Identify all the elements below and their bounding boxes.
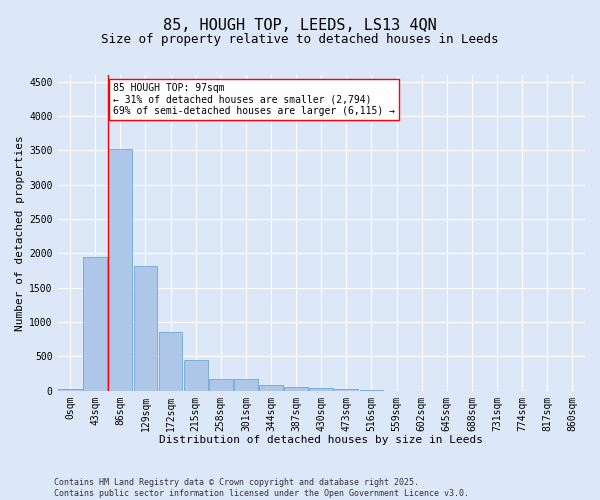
Bar: [209, 378, 233, 390]
X-axis label: Distribution of detached houses by size in Leeds: Distribution of detached houses by size …: [159, 435, 483, 445]
Bar: [134, 266, 157, 390]
Bar: [109, 149, 132, 390]
Text: Contains HM Land Registry data © Crown copyright and database right 2025.
Contai: Contains HM Land Registry data © Crown c…: [54, 478, 469, 498]
Bar: [334, 389, 358, 390]
Text: 85, HOUGH TOP, LEEDS, LS13 4QN: 85, HOUGH TOP, LEEDS, LS13 4QN: [163, 18, 437, 32]
Y-axis label: Number of detached properties: Number of detached properties: [15, 135, 25, 330]
Text: Size of property relative to detached houses in Leeds: Size of property relative to detached ho…: [101, 32, 499, 46]
Bar: [83, 257, 107, 390]
Bar: [284, 386, 308, 390]
Bar: [310, 388, 333, 390]
Bar: [234, 380, 258, 390]
Bar: [158, 332, 182, 390]
Text: 85 HOUGH TOP: 97sqm
← 31% of detached houses are smaller (2,794)
69% of semi-det: 85 HOUGH TOP: 97sqm ← 31% of detached ho…: [113, 83, 395, 116]
Bar: [184, 360, 208, 390]
Bar: [259, 384, 283, 390]
